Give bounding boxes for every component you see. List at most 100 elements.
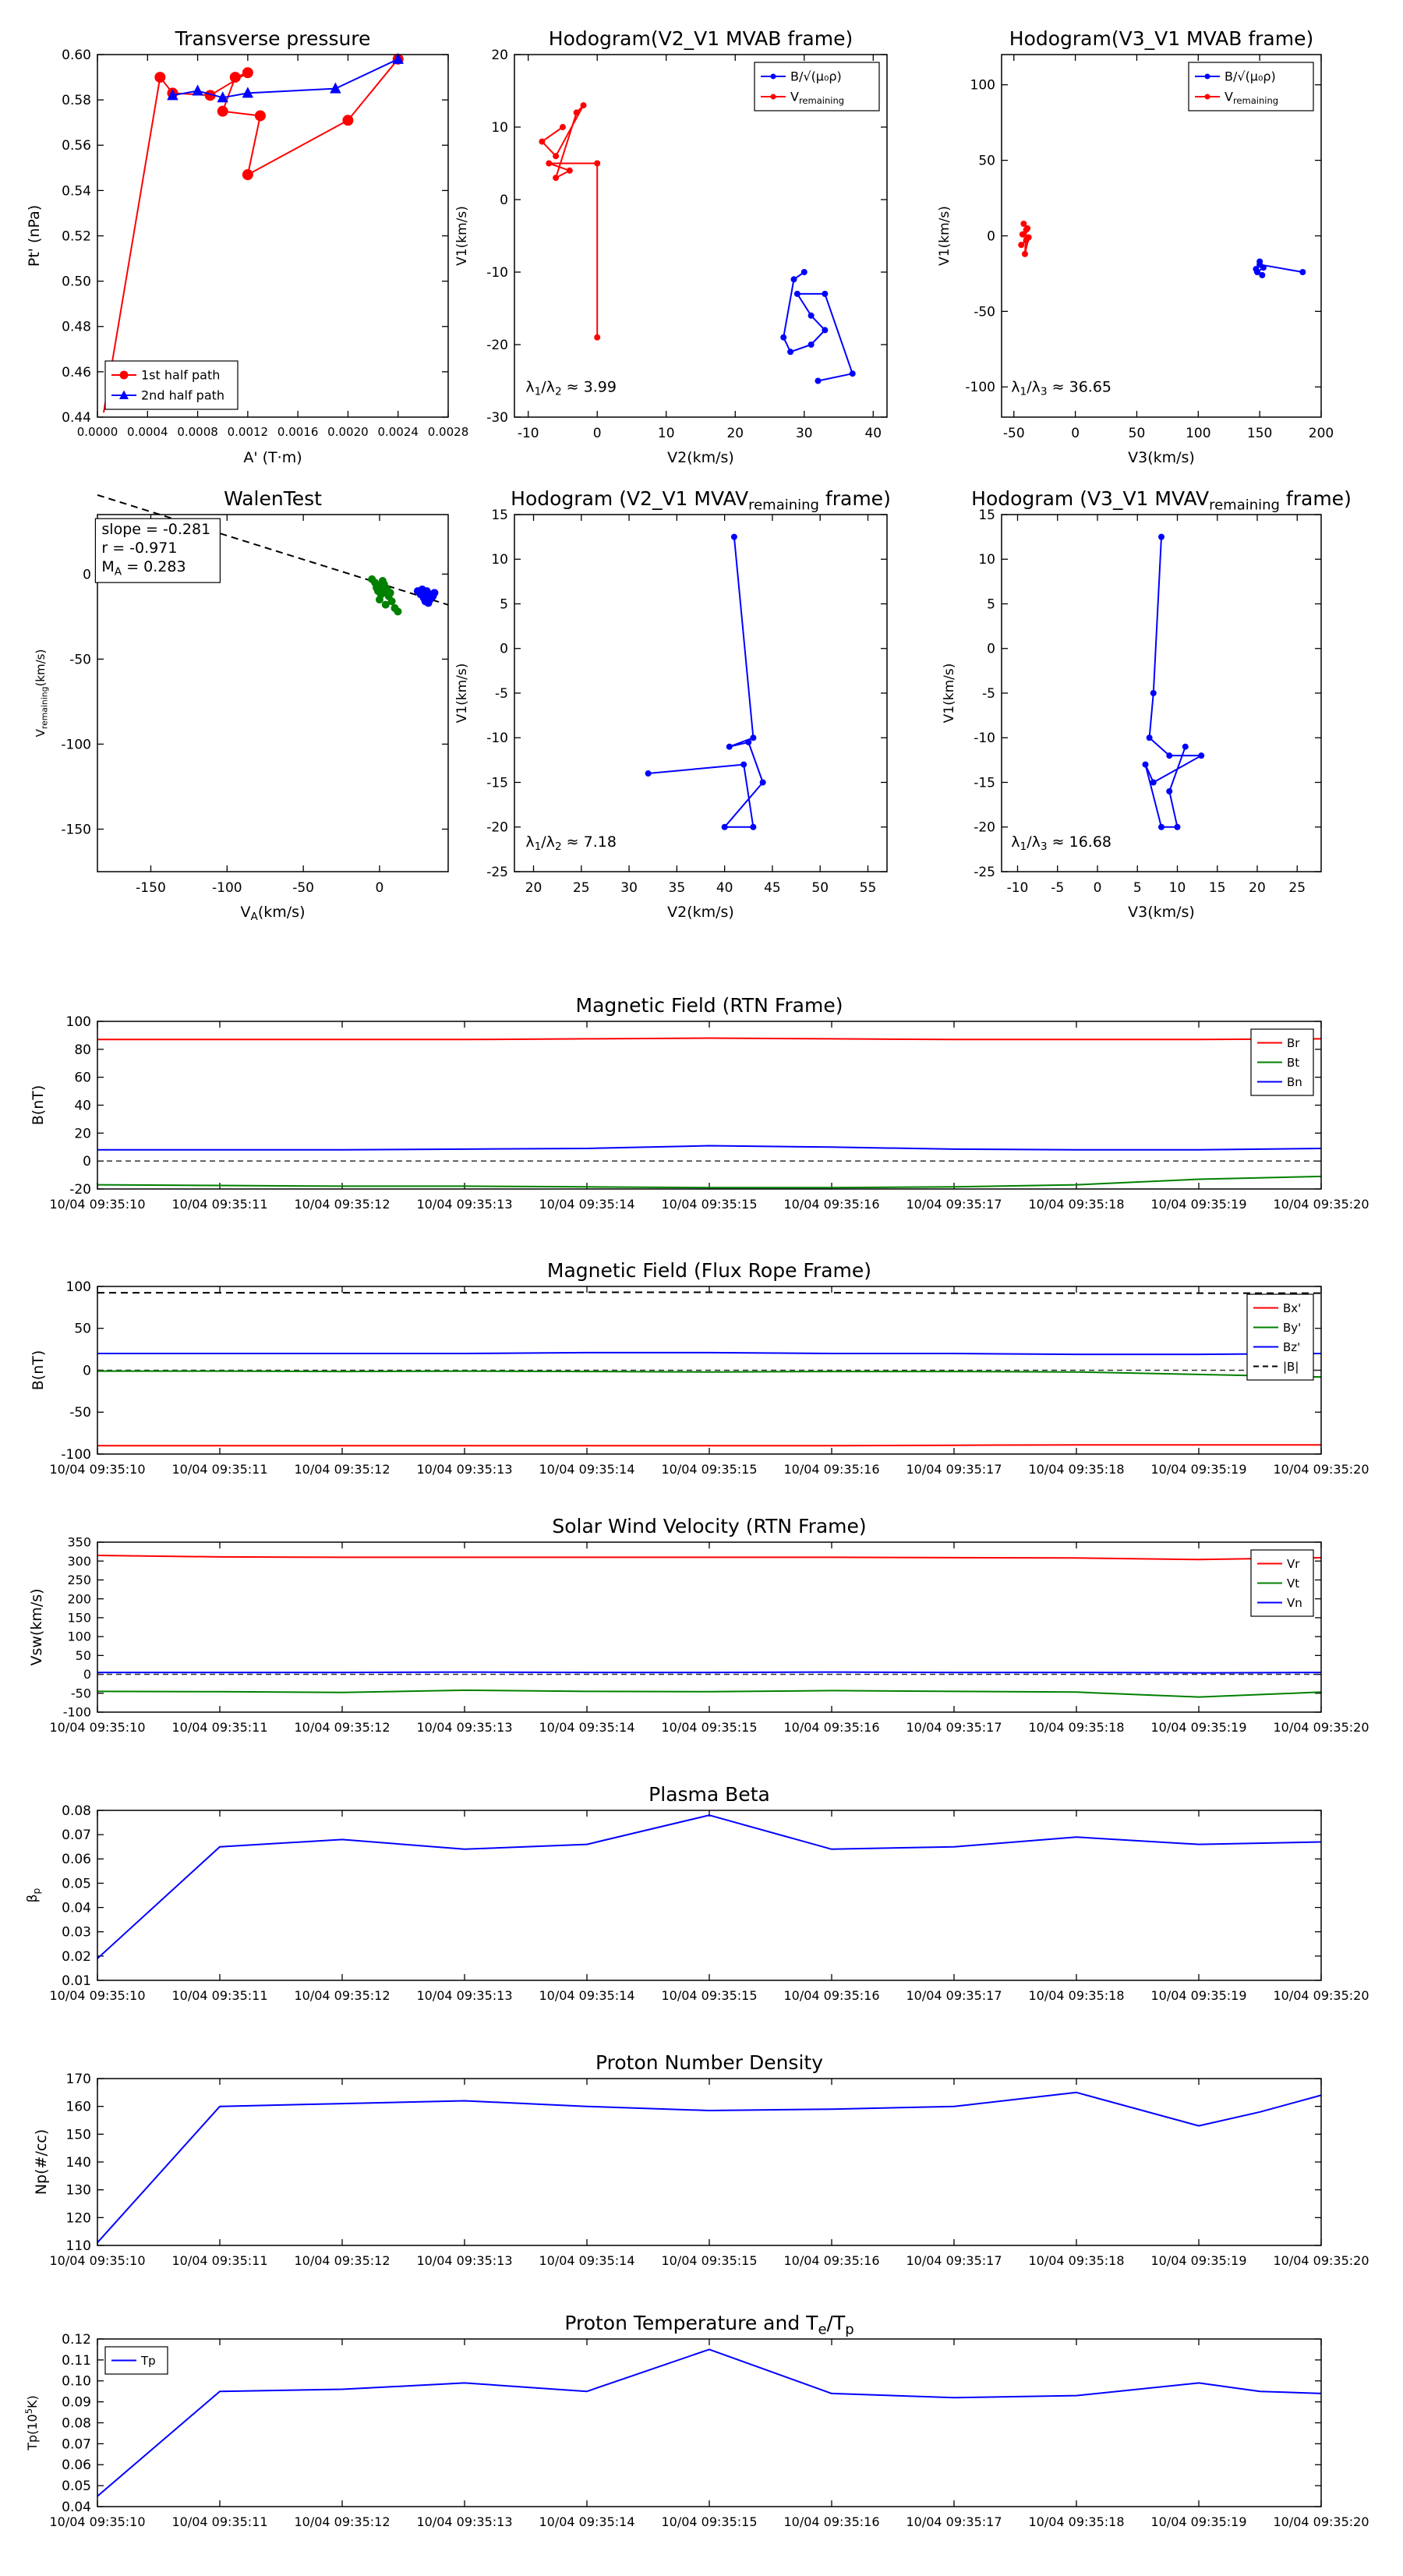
svg-text:0: 0 xyxy=(593,426,602,441)
svg-text:-150: -150 xyxy=(136,880,166,896)
plasma-beta: 10/04 09:35:10 10/04 09:35:11 10/04 09:35:… xyxy=(25,1783,1369,2003)
svg-text:10/04 09:35:15: 10/04 09:35:15 xyxy=(661,1197,757,1212)
svg-text:-30: -30 xyxy=(486,410,508,426)
svg-text:V1(km/s): V1(km/s) xyxy=(942,663,957,724)
svg-text:0.46: 0.46 xyxy=(62,365,91,380)
svg-text:-10: -10 xyxy=(518,426,539,441)
svg-text:100: 100 xyxy=(66,1279,91,1295)
svg-text:10/04 09:35:20: 10/04 09:35:20 xyxy=(1273,1462,1369,1477)
svg-text:10/04 09:35:12: 10/04 09:35:12 xyxy=(294,1462,390,1477)
svg-text:10/04 09:35:18: 10/04 09:35:18 xyxy=(1028,2514,1124,2529)
svg-text:Vsw(km/s): Vsw(km/s) xyxy=(28,1588,45,1665)
transverse-pressure: 0.0000 0.0004 0.0008 0.0012 0.0016 0.0020 0.00… xyxy=(26,27,468,466)
svg-text:5: 5 xyxy=(500,596,508,612)
solar-wind-velocity: 10/04 09:35:10 10/04 09:35:11 10/04 09:35:… xyxy=(28,1515,1369,1735)
svg-text:10/04 09:35:20: 10/04 09:35:20 xyxy=(1273,1988,1369,2003)
svg-text:10/04 09:35:19: 10/04 09:35:19 xyxy=(1150,2514,1246,2529)
svg-text:-10: -10 xyxy=(486,731,508,746)
svg-text:10/04 09:35:13: 10/04 09:35:13 xyxy=(416,1988,512,2003)
svg-text:0: 0 xyxy=(83,1363,91,1378)
svg-text:By': By' xyxy=(1283,1321,1301,1335)
svg-text:0.08: 0.08 xyxy=(62,2415,91,2431)
svg-text:Br: Br xyxy=(1287,1036,1300,1050)
svg-text:Vt: Vt xyxy=(1287,1576,1299,1591)
svg-text:-100: -100 xyxy=(63,1705,91,1720)
svg-text:40: 40 xyxy=(716,880,733,896)
svg-text:-50: -50 xyxy=(1003,426,1025,441)
mag-field-flux-rope: 10/04 09:35:10 10/04 09:35:11 10/04 09:35:… xyxy=(30,1259,1369,1477)
svg-text:-5: -5 xyxy=(982,686,995,702)
svg-text:110: 110 xyxy=(66,2238,91,2254)
svg-text:10/04 09:35:14: 10/04 09:35:14 xyxy=(539,2514,634,2529)
svg-text:60: 60 xyxy=(74,1070,91,1086)
svg-text:50: 50 xyxy=(76,1648,91,1663)
svg-text:0.50: 0.50 xyxy=(62,274,91,290)
svg-text:-50: -50 xyxy=(71,1686,91,1700)
svg-text:-20: -20 xyxy=(486,338,508,353)
svg-text:10/04 09:35:12: 10/04 09:35:12 xyxy=(294,2514,390,2529)
svg-text:10/04 09:35:10: 10/04 09:35:10 xyxy=(49,1197,145,1212)
svg-text:0: 0 xyxy=(1094,880,1102,896)
svg-text:V3(km/s): V3(km/s) xyxy=(1128,904,1195,921)
svg-text:10/04 09:35:16: 10/04 09:35:16 xyxy=(783,1462,879,1477)
svg-text:350: 350 xyxy=(67,1535,91,1550)
svg-text:130: 130 xyxy=(66,2183,91,2199)
svg-text:Vremaining: Vremaining xyxy=(1225,90,1278,107)
svg-text:40: 40 xyxy=(74,1098,91,1113)
svg-text:10/04 09:35:15: 10/04 09:35:15 xyxy=(661,2514,757,2529)
svg-text:-20: -20 xyxy=(486,820,508,836)
svg-text:5: 5 xyxy=(1133,880,1142,896)
svg-text:10/04 09:35:15: 10/04 09:35:15 xyxy=(661,1988,757,2003)
hodogram-v3v1-mvav: -10 -5 0 5 10 15 20 25-25-20-15-10-5051015Hodog… xyxy=(942,487,1352,921)
svg-text:0.07: 0.07 xyxy=(62,1828,91,1843)
svg-text:10/04 09:35:11: 10/04 09:35:11 xyxy=(171,1988,267,2003)
svg-text:0.44: 0.44 xyxy=(62,410,91,426)
svg-text:10/04 09:35:13: 10/04 09:35:13 xyxy=(416,1197,512,1212)
svg-text:Proton Number Density: Proton Number Density xyxy=(595,2051,823,2074)
hodogram-v2v1-mvav: 20 25 30 35 40 45 50 55 -25 -20 -15 -10 -5 0 5 10 15Hodo… xyxy=(454,487,891,921)
svg-text:Vr: Vr xyxy=(1287,1557,1300,1571)
svg-text:10/04 09:35:13: 10/04 09:35:13 xyxy=(416,1462,512,1477)
svg-text:-50: -50 xyxy=(69,652,91,667)
svg-text:100: 100 xyxy=(1186,426,1210,441)
svg-text:-100: -100 xyxy=(965,380,995,395)
svg-text:V1(km/s): V1(km/s) xyxy=(454,206,470,266)
svg-text:-150: -150 xyxy=(61,822,91,837)
svg-text:0.02: 0.02 xyxy=(62,1949,91,1965)
svg-text:0.0024: 0.0024 xyxy=(377,425,419,439)
svg-text:10/04 09:35:13: 10/04 09:35:13 xyxy=(416,1720,512,1735)
svg-text:0.06: 0.06 xyxy=(62,1852,91,1867)
svg-text:10/04 09:35:18: 10/04 09:35:18 xyxy=(1028,1720,1124,1735)
svg-text:10/04 09:35:15: 10/04 09:35:15 xyxy=(661,1462,757,1477)
svg-text:-15: -15 xyxy=(486,775,508,791)
svg-text:V2(km/s): V2(km/s) xyxy=(667,904,734,921)
svg-text:Pt' (nPa): Pt' (nPa) xyxy=(26,205,43,267)
svg-text:10/04 09:35:12: 10/04 09:35:12 xyxy=(294,1197,390,1212)
svg-text:Hodogram(V2_V1 MVAB frame): Hodogram(V2_V1 MVAB frame) xyxy=(549,27,853,50)
svg-text:20: 20 xyxy=(491,48,508,63)
svg-text:-50: -50 xyxy=(292,880,314,896)
svg-text:Bz': Bz' xyxy=(1283,1340,1300,1354)
svg-text:20: 20 xyxy=(525,880,542,896)
svg-text:-15: -15 xyxy=(974,775,995,791)
svg-text:λ1/λ3 ≈ 36.65: λ1/λ3 ≈ 36.65 xyxy=(1011,378,1111,398)
svg-text:0.0028: 0.0028 xyxy=(428,425,469,439)
svg-text:0.0008: 0.0008 xyxy=(177,425,218,439)
svg-text:10/04 09:35:19: 10/04 09:35:19 xyxy=(1150,2253,1246,2268)
svg-text:0: 0 xyxy=(83,1667,91,1682)
svg-text:20: 20 xyxy=(1249,880,1266,896)
svg-text:0.09: 0.09 xyxy=(62,2395,91,2411)
svg-text:V2(km/s): V2(km/s) xyxy=(667,449,734,466)
svg-text:150: 150 xyxy=(66,2127,91,2143)
svg-text:0.05: 0.05 xyxy=(62,1876,91,1891)
svg-text:0.04: 0.04 xyxy=(62,1901,91,1916)
svg-text:0.0004: 0.0004 xyxy=(127,425,168,439)
svg-text:Tp: Tp xyxy=(140,2354,156,2368)
svg-text:120: 120 xyxy=(66,2210,91,2226)
svg-text:Hodogram (V2_V1 MVAVremaining: Hodogram (V2_V1 MVAVremaining frame) xyxy=(511,487,891,514)
svg-text:10/04 09:35:17: 10/04 09:35:17 xyxy=(906,1197,1002,1212)
svg-text:-100: -100 xyxy=(61,737,91,752)
svg-text:Hodogram(V3_V1 MVAB frame): Hodogram(V3_V1 MVAB frame) xyxy=(1009,27,1313,50)
svg-text:100: 100 xyxy=(66,1014,91,1030)
